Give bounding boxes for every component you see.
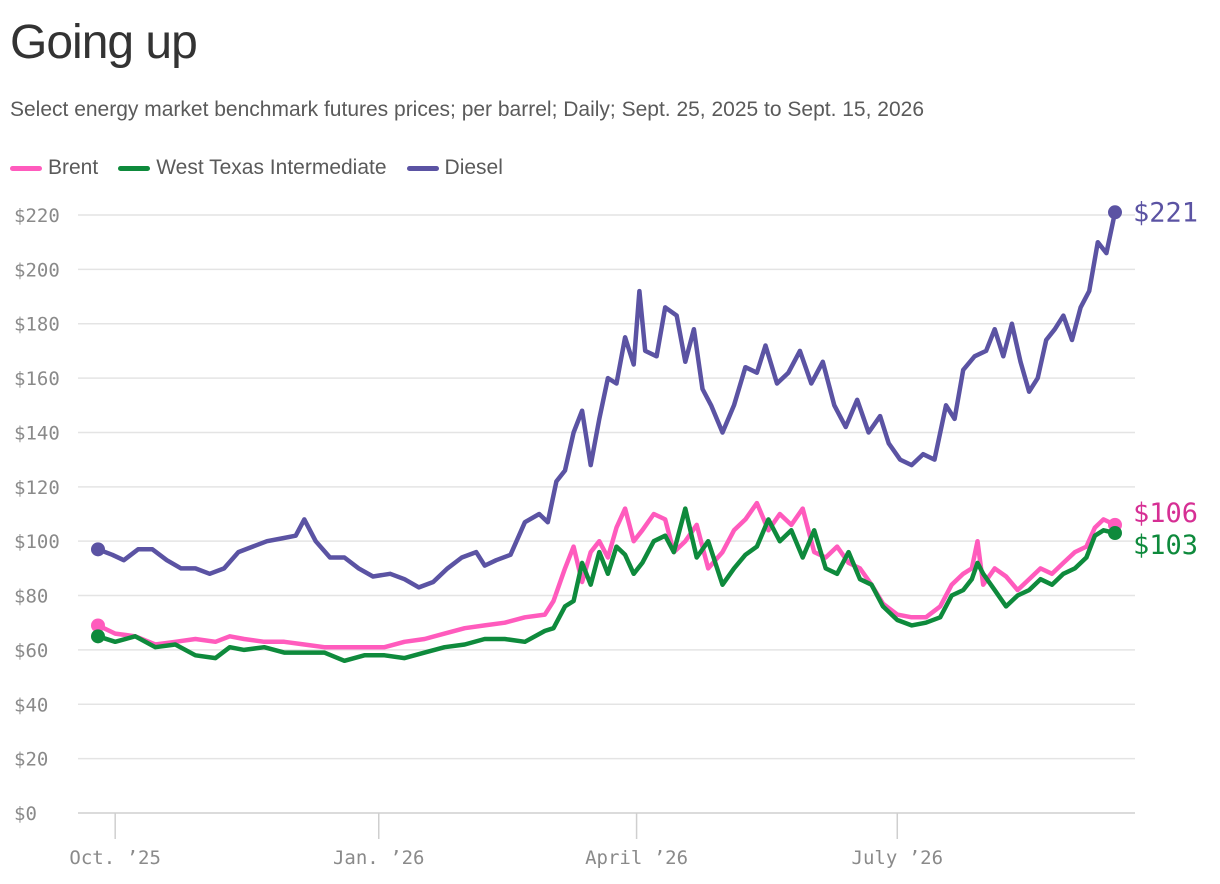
y-tick-label: $160 [14,368,60,390]
series-line-diesel [95,210,1118,590]
series-end-point-west-texas-intermediate [1108,526,1122,541]
legend-swatch-wti [118,165,151,171]
y-tick-label: $120 [14,477,60,499]
y-tick-label: $220 [14,205,60,227]
y-tick-label: $140 [14,422,60,444]
end-label-brent: $106 [1133,498,1198,529]
series-end-point-diesel [1108,205,1122,220]
legend-swatch-diesel [406,165,439,171]
series-start-point-diesel [91,542,105,557]
end-label-west-texas-intermediate: $103 [1133,530,1198,561]
y-tick-label: $180 [14,314,60,336]
legend-item-brent: Brent [10,156,98,180]
legend-label-brent: Brent [48,156,99,179]
y-tick-label: $100 [14,531,60,553]
series-lines [95,210,1118,664]
legend-label-diesel: Diesel [444,156,503,179]
y-tick-label: $200 [14,259,60,281]
chart-legend: Brent West Texas Intermediate Diesel [10,156,523,180]
y-tick-label: $40 [14,694,48,716]
series-start-point-west-texas-intermediate [91,629,105,644]
series-line-west-texas-intermediate [95,506,1118,664]
chart-title: Going up [10,16,198,69]
x-tick-label: July ’26 [852,847,944,869]
x-tick-label: Oct. ’25 [69,847,161,869]
series-start-point-brent [91,618,105,633]
x-tick-label: Jan. ’26 [333,847,425,869]
y-tick-label: $80 [14,586,48,608]
legend-item-diesel: Diesel [406,156,503,180]
legend-item-wti: West Texas Intermediate [118,156,387,180]
axis-layer: $0 $20 $40 $60 $80 $100 $120 $140 $160 $180 $200 $2… [14,205,943,869]
chart-subtitle: Select energy market benchmark futures p… [10,98,924,121]
y-tick-label: $20 [14,749,48,771]
y-tick-label: $60 [14,640,48,662]
end-labels: $221 $106$103 [1133,197,1198,561]
legend-swatch-brent [10,165,42,171]
series-line-brent [95,500,1118,650]
legend-label-wti: West Texas Intermediate [156,156,387,179]
y-tick-label: $0 [14,803,37,825]
x-tick-label: April ’26 [585,847,688,869]
series-points [91,205,1122,644]
grid-layer [78,214,1135,814]
end-label-diesel: $221 [1133,197,1198,228]
